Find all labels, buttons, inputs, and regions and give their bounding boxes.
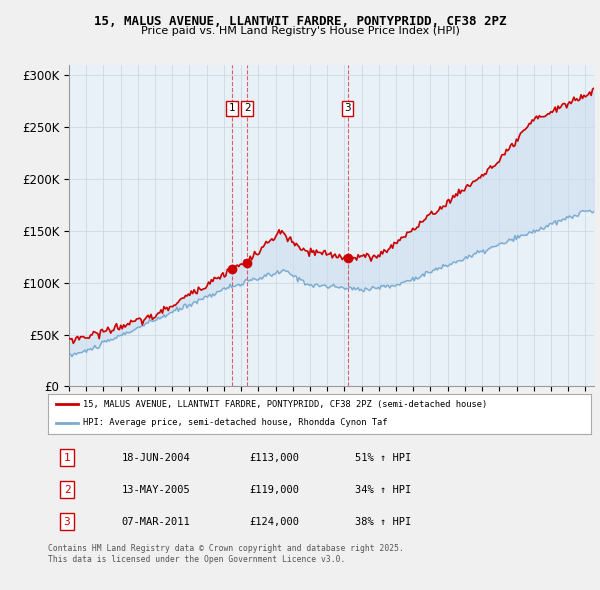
Text: 15, MALUS AVENUE, LLANTWIT FARDRE, PONTYPRIDD, CF38 2PZ: 15, MALUS AVENUE, LLANTWIT FARDRE, PONTY… — [94, 15, 506, 28]
Text: 2: 2 — [64, 485, 70, 494]
Text: £119,000: £119,000 — [249, 485, 299, 494]
Text: This data is licensed under the Open Government Licence v3.0.: This data is licensed under the Open Gov… — [48, 555, 346, 563]
Text: £124,000: £124,000 — [249, 517, 299, 527]
Text: 38% ↑ HPI: 38% ↑ HPI — [355, 517, 411, 527]
Text: 34% ↑ HPI: 34% ↑ HPI — [355, 485, 411, 494]
Text: £113,000: £113,000 — [249, 453, 299, 463]
Text: 15, MALUS AVENUE, LLANTWIT FARDRE, PONTYPRIDD, CF38 2PZ (semi-detached house): 15, MALUS AVENUE, LLANTWIT FARDRE, PONTY… — [83, 400, 488, 409]
Text: 07-MAR-2011: 07-MAR-2011 — [121, 517, 190, 527]
Text: 3: 3 — [64, 517, 70, 527]
Text: 2: 2 — [244, 103, 251, 113]
Text: HPI: Average price, semi-detached house, Rhondda Cynon Taf: HPI: Average price, semi-detached house,… — [83, 418, 388, 427]
Text: 3: 3 — [344, 103, 351, 113]
Text: 1: 1 — [64, 453, 70, 463]
Text: 1: 1 — [229, 103, 235, 113]
Text: Contains HM Land Registry data © Crown copyright and database right 2025.: Contains HM Land Registry data © Crown c… — [48, 544, 404, 553]
Text: 51% ↑ HPI: 51% ↑ HPI — [355, 453, 411, 463]
Text: Price paid vs. HM Land Registry's House Price Index (HPI): Price paid vs. HM Land Registry's House … — [140, 26, 460, 36]
Text: 18-JUN-2004: 18-JUN-2004 — [121, 453, 190, 463]
Text: 13-MAY-2005: 13-MAY-2005 — [121, 485, 190, 494]
